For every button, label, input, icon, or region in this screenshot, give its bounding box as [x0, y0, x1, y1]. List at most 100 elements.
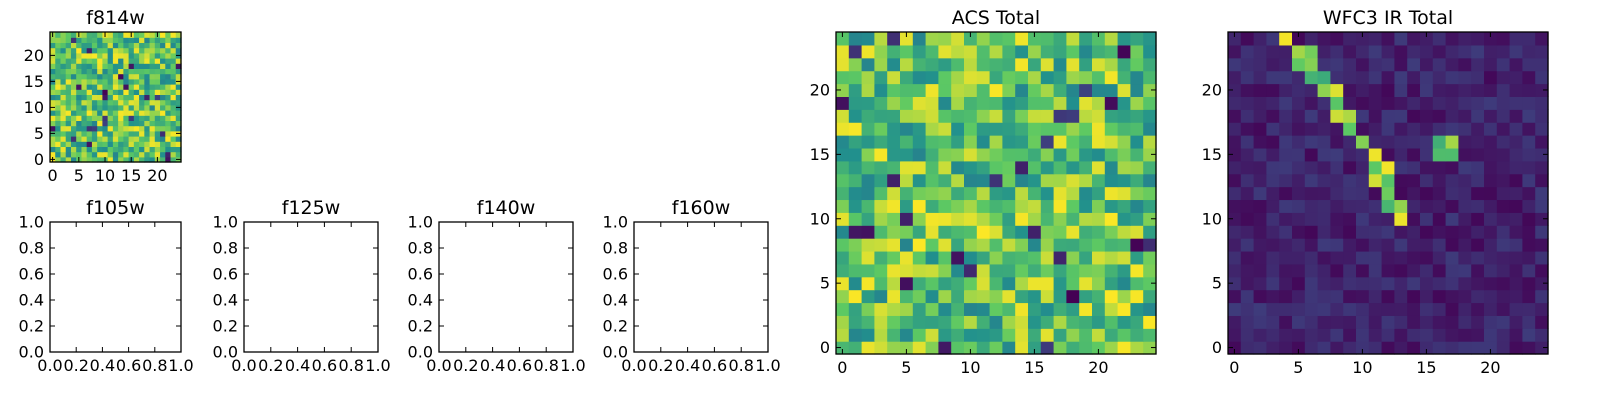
heatmap-cell	[900, 135, 914, 149]
heatmap-cell	[139, 68, 145, 75]
heatmap-cell	[938, 315, 952, 329]
heatmap-cell	[1368, 276, 1383, 291]
heatmap-cell	[112, 89, 119, 95]
heatmap-cell	[861, 238, 875, 252]
heatmap-cell	[1471, 122, 1485, 136]
heatmap-cell	[1394, 186, 1408, 201]
heatmap-cell	[925, 160, 939, 175]
heatmap-cell	[149, 151, 156, 158]
heatmap-cell	[1040, 160, 1055, 175]
heatmap-cell	[1330, 238, 1344, 252]
heatmap-cell	[91, 37, 98, 43]
heatmap-cell	[118, 99, 124, 106]
heatmap-cell	[836, 276, 850, 291]
heatmap-cell	[887, 315, 901, 329]
heatmap-cell	[86, 104, 93, 111]
heatmap-cell	[1292, 83, 1306, 97]
heatmap-cell	[112, 37, 119, 43]
heatmap-cell	[938, 96, 952, 110]
heatmap-cell	[1040, 276, 1055, 291]
heatmap-cell	[1368, 186, 1383, 201]
heatmap-cell	[139, 120, 145, 127]
heatmap-cell	[1292, 109, 1306, 123]
heatmap-cell	[1330, 135, 1344, 149]
heatmap-cell	[951, 32, 965, 46]
heatmap-cell	[848, 341, 863, 355]
heatmap-cell	[938, 57, 952, 72]
heatmap-cell	[964, 212, 978, 226]
heatmap-cell	[861, 57, 875, 72]
heatmap-cell	[123, 84, 130, 90]
heatmap-cell	[112, 156, 119, 163]
heatmap-cell	[160, 89, 166, 95]
heatmap-cell	[1002, 186, 1016, 201]
heatmap-cell	[97, 115, 103, 121]
heatmap-cell	[55, 73, 62, 80]
heatmap-cell	[91, 63, 98, 69]
heatmap-cell	[1496, 263, 1511, 278]
heatmap-cell	[1092, 328, 1106, 342]
heatmap-cell	[861, 341, 875, 355]
heatmap-cell	[1053, 225, 1067, 239]
axes-frame-acs-total	[835, 31, 1157, 355]
heatmap-cell	[874, 276, 888, 291]
heatmap-cell	[1240, 289, 1255, 304]
heatmap-cell	[1445, 250, 1459, 265]
heatmap-cell	[1266, 199, 1280, 213]
heatmap-cell	[1040, 341, 1055, 355]
heatmap-cell	[1432, 238, 1447, 252]
x-tick-label: 20	[147, 166, 167, 185]
heatmap-cell	[1015, 135, 1029, 149]
heatmap-cell	[1407, 341, 1421, 355]
heatmap-cell	[1317, 186, 1331, 201]
heatmap-cell	[1228, 109, 1242, 123]
heatmap-cell	[1117, 83, 1131, 97]
heatmap-cell	[139, 146, 145, 153]
heatmap-cell	[1471, 57, 1485, 72]
heatmap-cell	[123, 42, 130, 49]
heatmap-cell	[65, 37, 72, 43]
x-tick-label: 0.4	[675, 356, 700, 375]
heatmap-cell	[1471, 160, 1485, 175]
heatmap-cell	[1343, 225, 1357, 239]
heatmap-cell	[1458, 238, 1472, 252]
heatmap-cell	[154, 84, 161, 90]
heatmap-cell	[938, 186, 952, 201]
heatmap-cell	[1253, 263, 1267, 278]
heatmap-cell	[86, 37, 93, 43]
heatmap-cell	[97, 73, 103, 80]
heatmap-cell	[1079, 83, 1093, 97]
heatmap-cell	[118, 42, 124, 49]
heatmap-cell	[1028, 302, 1042, 316]
heatmap-cell	[128, 84, 135, 90]
heatmap-cell	[1317, 199, 1331, 213]
heatmap-cell	[154, 151, 161, 158]
heatmap-cell	[170, 99, 177, 106]
heatmap-cell	[1240, 328, 1255, 342]
heatmap-cell	[65, 73, 72, 80]
heatmap-cell	[925, 186, 939, 201]
heatmap-cell	[170, 63, 177, 69]
heatmap-cell	[118, 110, 124, 116]
heatmap-cell	[1066, 173, 1080, 188]
heatmap-cell	[989, 160, 1003, 175]
x-tick-label: 20	[1480, 358, 1500, 377]
heatmap-cell	[938, 263, 952, 278]
heatmap-cell	[123, 58, 130, 64]
heatmap-cell	[1240, 302, 1255, 316]
heatmap-cell	[848, 57, 863, 72]
x-tick-label: 0.2	[453, 356, 478, 375]
heatmap-cell	[1092, 109, 1106, 123]
panel-title-f125w: f125w	[282, 197, 341, 219]
heatmap-cell	[170, 130, 177, 137]
heatmap-cell	[1317, 57, 1331, 72]
heatmap-cell	[76, 37, 83, 43]
heatmap-cell	[97, 63, 103, 69]
heatmap-cell	[97, 47, 103, 54]
heatmap-cell	[91, 146, 98, 153]
heatmap-cell	[123, 141, 130, 147]
heatmap-cell	[1343, 70, 1357, 85]
heatmap-cell	[60, 63, 67, 69]
heatmap-cell	[175, 37, 182, 43]
heatmap-cell	[1381, 276, 1395, 291]
